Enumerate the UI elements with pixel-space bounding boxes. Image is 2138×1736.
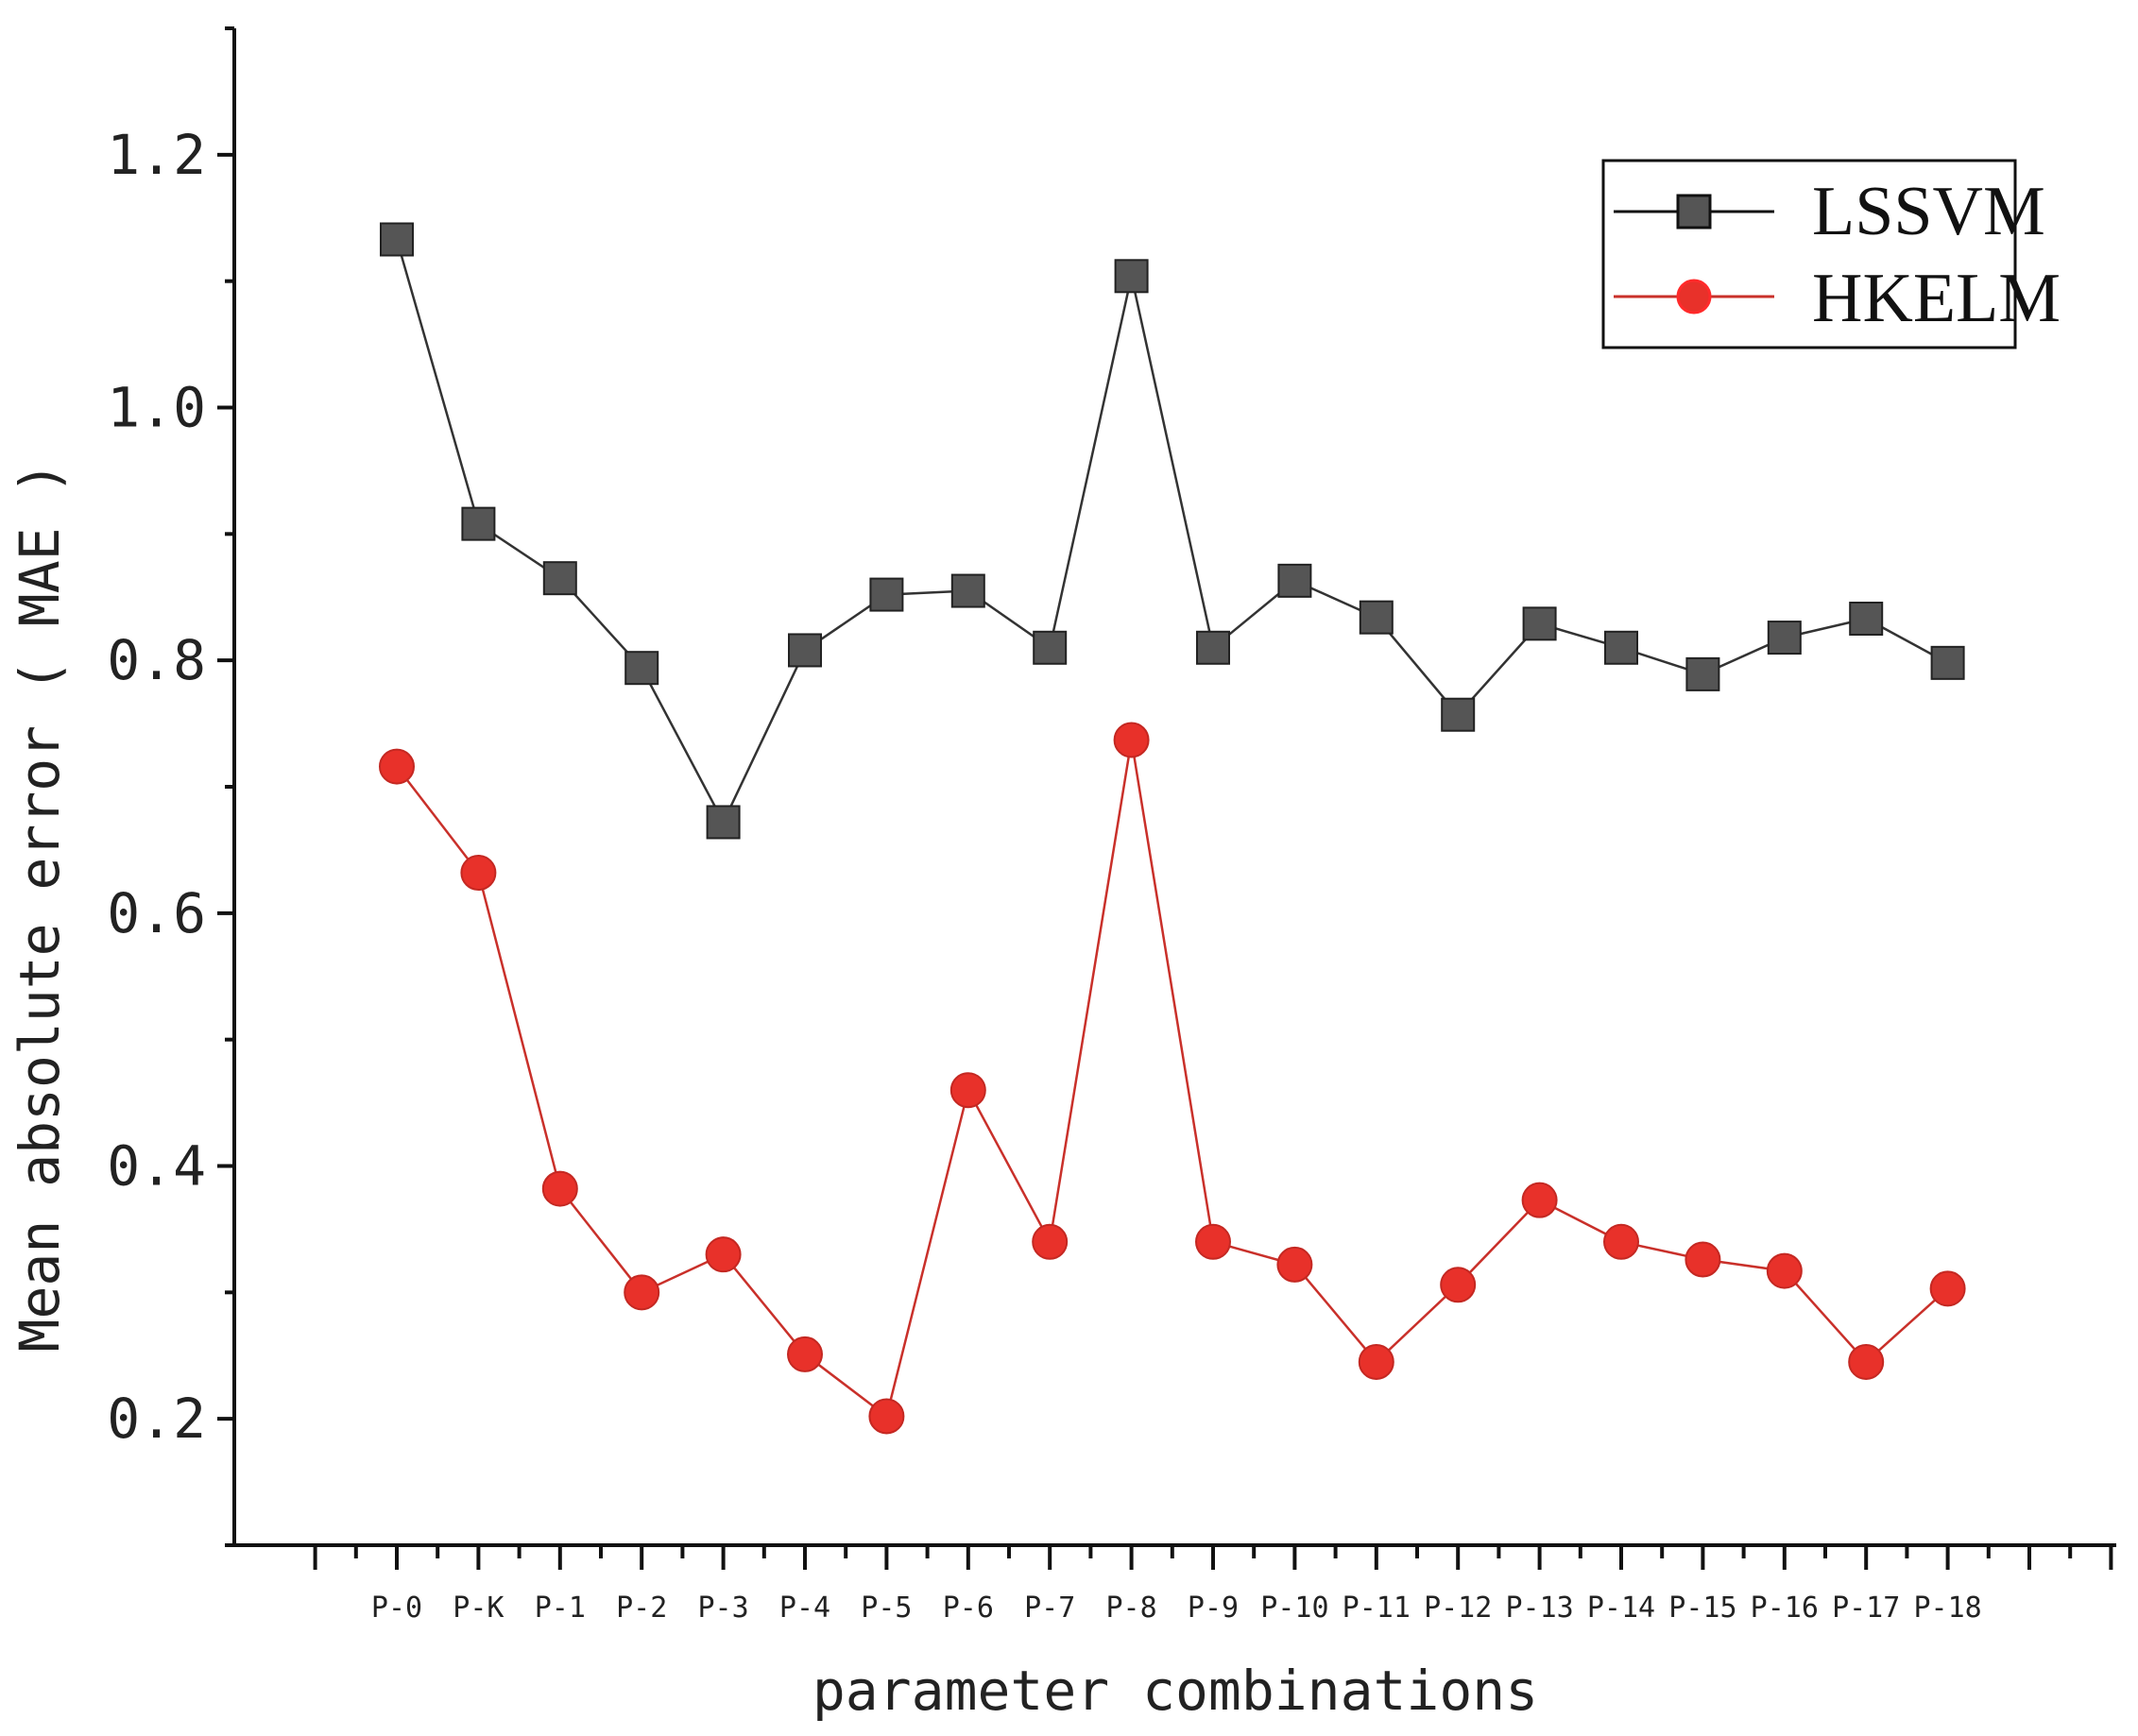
data-point-lssvm (624, 651, 659, 686)
series-layer (379, 222, 1966, 1435)
data-point-lssvm (1441, 697, 1476, 732)
legend: LSSVM HKELM (1601, 159, 2061, 349)
y-tick-label: 0.2 (107, 1387, 206, 1451)
x-tick-label: P-13 (1505, 1591, 1573, 1625)
data-point-hkelm (1929, 1270, 1966, 1307)
data-point-hkelm (1113, 722, 1150, 758)
y-tick-label: 1.2 (107, 123, 206, 187)
series-hkelm (379, 722, 1966, 1435)
data-point-lssvm (380, 222, 414, 257)
data-point-hkelm (1440, 1267, 1477, 1303)
data-point-hkelm (949, 1072, 986, 1109)
data-point-hkelm (1603, 1223, 1639, 1260)
x-tick-label: P-8 (1106, 1591, 1157, 1625)
x-tick-label: P-14 (1587, 1591, 1655, 1625)
y-tick-label: 1.0 (107, 376, 206, 440)
x-tick-label: P-6 (943, 1591, 994, 1625)
x-axis-title: parameter combinations (812, 1659, 1538, 1723)
y-tick-label: 0.4 (107, 1134, 206, 1199)
x-tick-label: P-1 (535, 1591, 586, 1625)
data-point-lssvm (1196, 630, 1230, 665)
x-tick-label: P-16 (1751, 1591, 1819, 1625)
x-tick-label: P-2 (616, 1591, 667, 1625)
data-point-hkelm (705, 1236, 742, 1273)
data-point-lssvm (1522, 606, 1557, 641)
x-tick-label: P-11 (1343, 1591, 1411, 1625)
data-point-hkelm (1848, 1343, 1885, 1380)
data-point-hkelm (1766, 1252, 1803, 1289)
legend-label-hkelm: HKELM (1812, 260, 2061, 337)
y-axis-title: Mean absolute error ( MAE ) (8, 462, 72, 1353)
x-tick-label: P-9 (1188, 1591, 1239, 1625)
data-point-hkelm (379, 748, 415, 785)
legend-label-lssvm: LSSVM (1812, 173, 2045, 250)
x-tick-label: P-K (453, 1591, 504, 1625)
data-point-lssvm (1930, 645, 1965, 680)
legend-marker-lssvm (1676, 194, 1712, 230)
x-tick-label: P-7 (1024, 1591, 1075, 1625)
data-point-hkelm (1032, 1223, 1069, 1260)
data-point-lssvm (950, 573, 985, 608)
data-point-lssvm (788, 633, 822, 668)
data-point-hkelm (787, 1336, 823, 1372)
x-tick-label: P-12 (1424, 1591, 1492, 1625)
data-point-hkelm (1195, 1223, 1231, 1260)
data-point-lssvm (1033, 630, 1068, 665)
data-point-lssvm (869, 577, 904, 612)
data-point-lssvm (1685, 656, 1720, 691)
x-tick-label: P-4 (779, 1591, 830, 1625)
x-tick-label: P-5 (861, 1591, 912, 1625)
series-lssvm (380, 222, 1965, 840)
data-point-hkelm (1276, 1246, 1313, 1283)
x-tick-label: P-18 (1913, 1591, 1981, 1625)
x-tick-label: P-10 (1260, 1591, 1328, 1625)
series-line-hkelm (396, 740, 1949, 1419)
x-tick-label: P-15 (1668, 1591, 1736, 1625)
data-point-hkelm (1685, 1241, 1721, 1278)
data-point-lssvm (1767, 621, 1802, 655)
y-tick-label: 0.6 (107, 881, 206, 945)
data-point-lssvm (1114, 259, 1149, 294)
y-axis-ticks: 0.2 0.4 0.6 0.8 1.0 1.2 (107, 26, 234, 1547)
y-tick-label: 0.8 (107, 628, 206, 692)
data-point-lssvm (1277, 563, 1312, 598)
data-point-hkelm (624, 1274, 660, 1311)
data-point-lssvm (1604, 630, 1638, 665)
data-point-lssvm (1849, 602, 1884, 637)
legend-marker-hkelm (1676, 279, 1712, 315)
data-point-hkelm (460, 855, 497, 892)
x-tick-label: P-3 (698, 1591, 749, 1625)
data-point-hkelm (868, 1398, 905, 1435)
data-point-hkelm (1521, 1182, 1558, 1218)
data-point-lssvm (461, 506, 496, 541)
data-point-hkelm (1358, 1343, 1394, 1380)
data-point-lssvm (706, 805, 741, 840)
data-point-lssvm (1359, 600, 1394, 635)
data-point-lssvm (542, 561, 577, 596)
legend-box (1601, 159, 2017, 349)
data-point-hkelm (541, 1170, 578, 1207)
x-tick-label: P-17 (1832, 1591, 1900, 1625)
x-axis-ticks: P-0 P-K P-1 P-2 P-3 P-4 P-5 P-6 P-7 P-8 P-9 P-10 P-1… (313, 1545, 2113, 1625)
x-tick-label: P-0 (371, 1591, 422, 1625)
